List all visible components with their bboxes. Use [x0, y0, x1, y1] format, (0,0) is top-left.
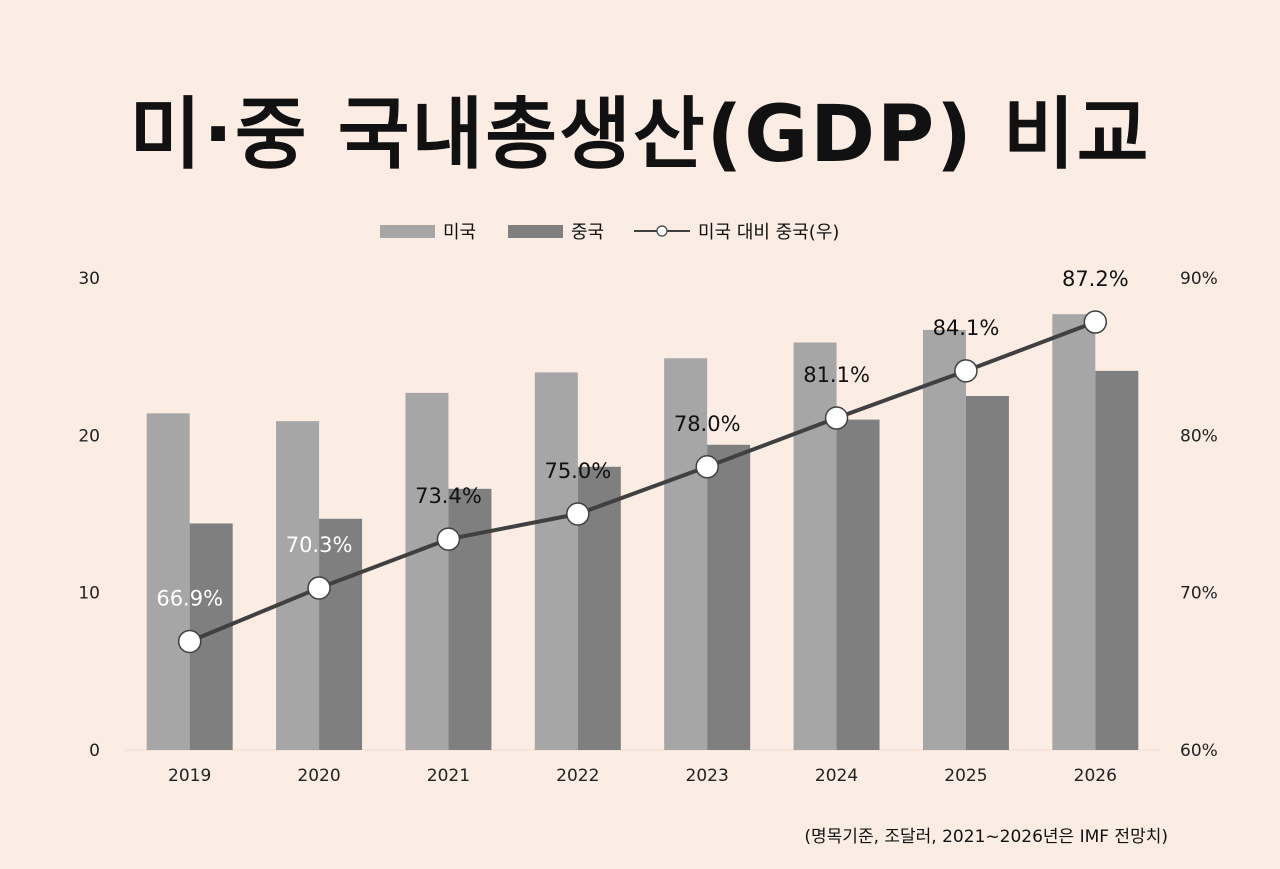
left-axis-tick-label: 30 — [78, 269, 100, 289]
legend-label-us: 미국 — [443, 222, 476, 243]
ratio-data-label: 81.1% — [803, 363, 870, 387]
ratio-data-label: 73.4% — [415, 484, 482, 508]
ratio-point-2025 — [954, 359, 978, 383]
bar-china-2026 — [1095, 370, 1139, 750]
legend-label-ratio: 미국 대비 중국(우) — [698, 222, 839, 243]
source-note: (명목기준, 조달러, 2021~2026년은 IMF 전망치) — [804, 827, 1168, 847]
ratio-data-label: 66.9% — [156, 586, 223, 610]
bar-china-2021 — [448, 488, 492, 750]
bar-us-2022 — [534, 372, 578, 750]
bar-china-2024 — [836, 419, 880, 750]
bar-china-2023 — [707, 444, 751, 750]
legend-marker-ratio — [656, 225, 668, 237]
ratio-point-2020 — [307, 576, 331, 600]
x-axis-tick-label: 2024 — [815, 766, 858, 786]
ratio-point-2019 — [177, 629, 202, 654]
right-axis-tick-label: 60% — [1180, 741, 1218, 761]
bar-us-2025 — [922, 329, 966, 750]
right-axis-tick-label: 70% — [1180, 584, 1218, 604]
x-axis-tick-label: 2022 — [556, 766, 599, 786]
x-axis-tick-label: 2019 — [168, 766, 211, 786]
x-axis-tick-label: 2023 — [686, 766, 729, 786]
bar-us-2024 — [793, 342, 837, 750]
right-axis-tick-label: 90% — [1180, 269, 1218, 289]
x-axis-tick-label: 2026 — [1074, 766, 1117, 786]
left-axis-tick-label: 0 — [89, 741, 100, 761]
bar-us-2023 — [664, 358, 708, 750]
ratio-point-2026 — [1083, 310, 1108, 334]
ratio-point-2024 — [824, 406, 849, 430]
ratio-line — [188, 320, 1097, 644]
bar-china-2020 — [319, 518, 363, 750]
ratio-point-2021 — [436, 527, 461, 551]
ratio-point-2023 — [695, 455, 719, 479]
bar-us-2019 — [146, 413, 190, 750]
chart-title: 미·중 국내총생산(GDP) 비교 — [129, 90, 1151, 180]
x-axis-tick-label: 2025 — [944, 766, 987, 786]
ratio-data-label: 84.1% — [933, 316, 1000, 340]
legend-swatch-china — [508, 225, 563, 238]
legend-swatch-us — [380, 225, 435, 238]
bar-china-2025 — [965, 396, 1009, 750]
ratio-data-label: 75.0% — [544, 459, 611, 483]
bar-us-2026 — [1052, 314, 1096, 750]
x-axis-tick-label: 2021 — [427, 766, 470, 786]
ratio-data-label: 78.0% — [674, 412, 741, 436]
left-axis-tick-label: 20 — [78, 426, 100, 446]
right-axis-tick-label: 80% — [1180, 426, 1218, 446]
ratio-data-label: 87.2% — [1062, 267, 1129, 291]
legend-label-china: 중국 — [571, 222, 604, 243]
left-axis-tick-label: 10 — [78, 584, 100, 604]
bar-us-2021 — [405, 392, 449, 750]
ratio-data-label: 70.3% — [286, 533, 353, 557]
x-axis-tick-label: 2020 — [297, 766, 340, 786]
ratio-point-2022 — [566, 502, 590, 526]
